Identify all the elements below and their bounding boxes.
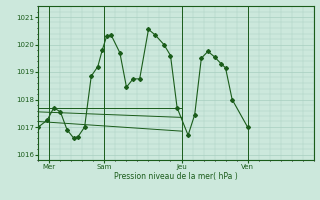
X-axis label: Pression niveau de la mer( hPa ): Pression niveau de la mer( hPa ) xyxy=(114,172,238,181)
